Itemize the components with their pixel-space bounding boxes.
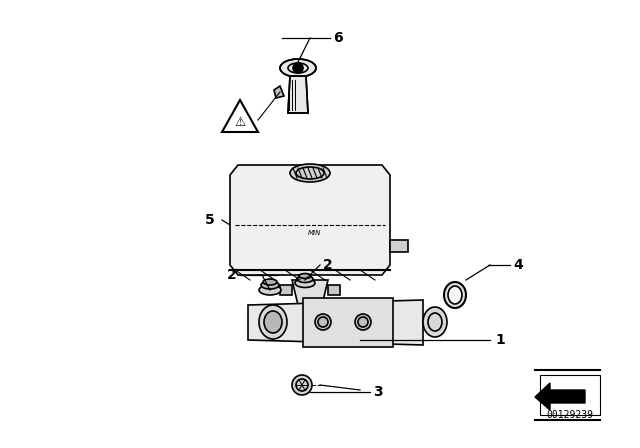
Text: 2: 2 bbox=[323, 258, 333, 272]
Ellipse shape bbox=[299, 273, 311, 279]
Circle shape bbox=[292, 375, 312, 395]
Ellipse shape bbox=[263, 279, 277, 285]
Text: 00129239: 00129239 bbox=[547, 410, 593, 420]
Ellipse shape bbox=[295, 279, 315, 288]
Ellipse shape bbox=[448, 286, 462, 304]
Circle shape bbox=[293, 63, 303, 73]
Ellipse shape bbox=[259, 285, 281, 295]
Circle shape bbox=[315, 314, 331, 330]
Ellipse shape bbox=[290, 164, 330, 182]
Text: 3: 3 bbox=[373, 385, 383, 399]
Text: ⚠: ⚠ bbox=[234, 116, 246, 129]
Polygon shape bbox=[303, 298, 393, 347]
Circle shape bbox=[355, 314, 371, 330]
Polygon shape bbox=[328, 285, 340, 295]
Ellipse shape bbox=[261, 281, 279, 289]
Text: 1: 1 bbox=[495, 333, 505, 347]
Ellipse shape bbox=[444, 282, 466, 308]
Polygon shape bbox=[230, 165, 390, 275]
Text: 6: 6 bbox=[333, 31, 343, 45]
Ellipse shape bbox=[297, 276, 313, 283]
Ellipse shape bbox=[280, 59, 316, 77]
Text: 5: 5 bbox=[205, 213, 215, 227]
Polygon shape bbox=[280, 285, 292, 295]
Ellipse shape bbox=[423, 307, 447, 337]
Text: 4: 4 bbox=[513, 258, 523, 272]
Ellipse shape bbox=[259, 305, 287, 339]
Text: 2: 2 bbox=[227, 268, 237, 282]
Polygon shape bbox=[248, 300, 423, 345]
Bar bbox=[540, 375, 600, 415]
Polygon shape bbox=[535, 383, 585, 410]
Bar bbox=[390, 240, 408, 252]
Text: MIN: MIN bbox=[308, 230, 322, 236]
Polygon shape bbox=[288, 76, 308, 113]
Polygon shape bbox=[292, 280, 328, 305]
Ellipse shape bbox=[264, 311, 282, 333]
Polygon shape bbox=[274, 86, 284, 98]
